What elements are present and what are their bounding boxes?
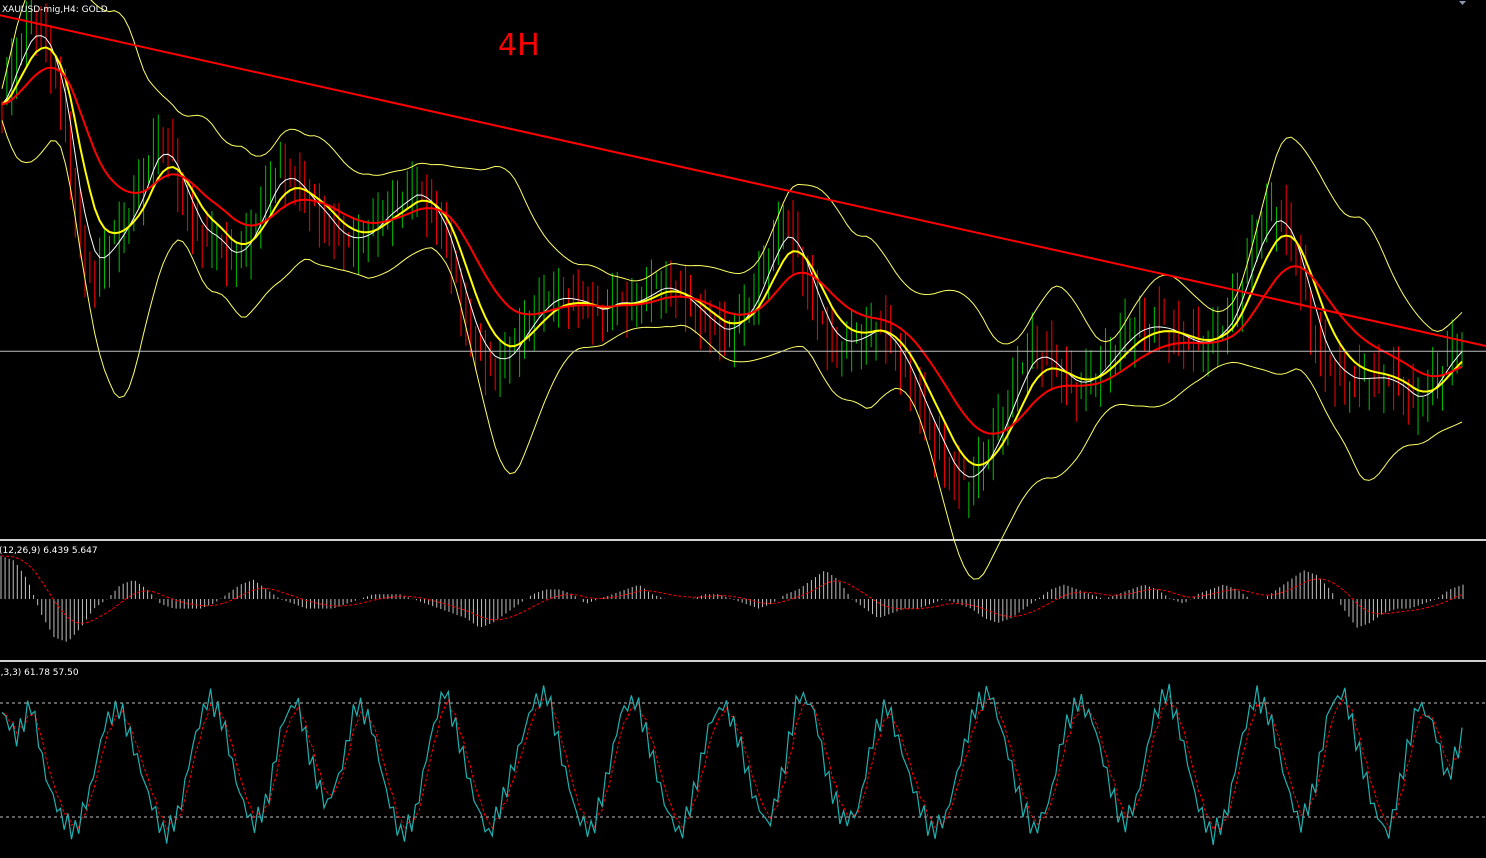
fast-ma-yellow-line — [1, 46, 1463, 467]
lower-band-line — [1, 120, 1463, 580]
price-header-label: XAUUSD-mig,H4: GOLD — [2, 5, 108, 15]
upper-band-line — [1, 0, 1463, 345]
timeframe-annotation: 4H — [498, 28, 540, 63]
stoch-header-label: Stoch(5,3,3) 61.78 57.50 — [0, 668, 79, 678]
price-panel — [0, 0, 1486, 580]
stochastic-panel — [0, 683, 1486, 845]
stoch-signal-line — [1, 694, 1463, 831]
macd-header-label: MACD(12,26,9) 6.439 5.647 — [0, 546, 98, 556]
macd-signal-line — [0, 555, 1464, 624]
chevron-down-icon[interactable] — [1459, 1, 1466, 5]
stoch-main-line — [1, 683, 1463, 845]
slow-ma-red-line — [1, 66, 1463, 435]
trendline — [0, 14, 1486, 347]
macd-panel — [0, 555, 1464, 642]
